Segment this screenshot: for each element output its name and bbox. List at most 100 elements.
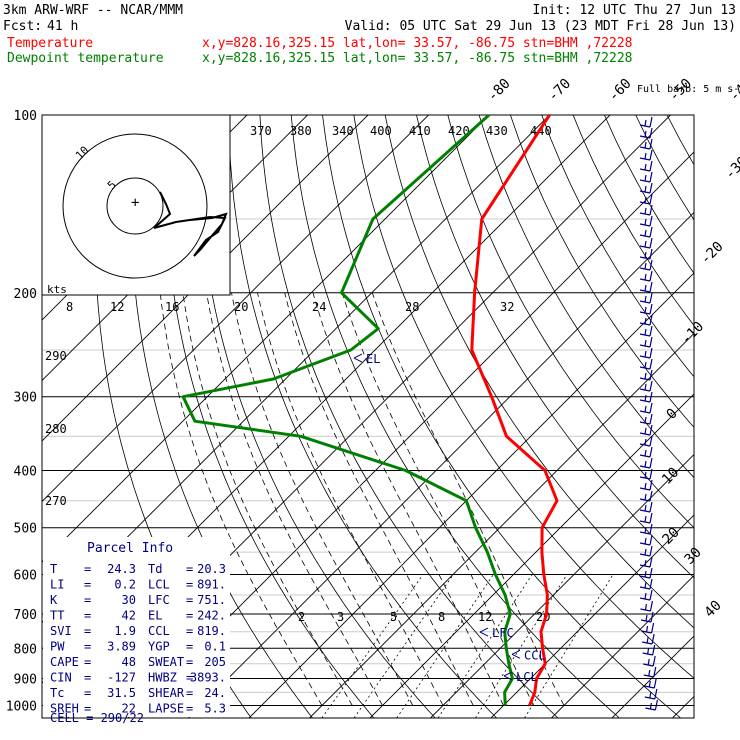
hodograph-scale: 8 12 16 20 24 28 32 — [66, 300, 514, 314]
wind-barb — [646, 636, 649, 644]
wind-barb — [644, 603, 648, 611]
hodograph-scale-label: 12 — [110, 300, 124, 314]
moist-adiabat — [312, 292, 504, 706]
wind-barb — [652, 655, 656, 667]
parcel-row-value: 891. — [197, 578, 226, 592]
wind-barb — [644, 383, 647, 391]
dry-adiabat — [572, 115, 694, 327]
wind-barb — [644, 207, 647, 215]
wind-barb — [649, 292, 653, 304]
wind-barb — [649, 281, 653, 293]
wind-barb — [644, 548, 647, 556]
theta-label: 380 — [290, 124, 312, 138]
parcel-row-equals: = — [186, 686, 193, 700]
pressure-tick-label: 100 — [14, 109, 37, 124]
temperature-trace — [470, 115, 559, 707]
wind-barb — [644, 152, 647, 160]
moist-adiabat — [159, 292, 323, 706]
wind-barb — [644, 273, 647, 281]
parcel-row-label: TT — [50, 609, 64, 623]
parcel-row-label: LAPSE — [148, 702, 184, 716]
wind-barb — [644, 581, 647, 589]
wind-barb — [649, 160, 653, 172]
mixing-ratio-label: 8 — [438, 610, 445, 624]
valid-time: Valid: 05 UTC Sat 29 Jun 13 (23 MDT Fri … — [345, 19, 736, 34]
wind-barb — [649, 402, 653, 414]
isotherm-line — [42, 115, 429, 503]
parcel-row-value: 24.3 — [107, 562, 136, 576]
wind-barb — [649, 303, 653, 315]
parcel-info-title: Parcel Info — [87, 541, 173, 556]
isotherm-line — [490, 514, 694, 718]
parcel-row-label: SWEAT — [148, 655, 184, 669]
dewpoint-location: x,y=828.16,325.15 lat,lon= 33.57, -86.75… — [202, 51, 632, 66]
parcel-row-equals: = — [186, 578, 193, 592]
wind-barb — [644, 295, 647, 303]
temperature-tick-label: 0 — [664, 406, 681, 423]
dry-adiabat — [730, 115, 740, 718]
parcel-row-equals: = — [84, 702, 91, 716]
parcel-row-label: PW — [50, 640, 65, 654]
wind-barb — [644, 504, 647, 512]
wind-barb — [649, 457, 653, 469]
theta-label: 290 — [45, 349, 67, 363]
theta-label: 370 — [250, 124, 272, 138]
mixing-ratio-label: 2 — [298, 610, 305, 624]
parcel-row-equals: = — [186, 702, 193, 716]
wind-barb — [644, 559, 647, 567]
parcel-row-equals: = — [84, 655, 91, 669]
mixing-ratio-label: 5 — [390, 610, 397, 624]
wind-barb — [649, 702, 652, 710]
dewpoint-legend: Dewpoint temperature — [7, 51, 164, 66]
dry-adiabat — [510, 115, 694, 428]
wind-barb — [648, 680, 651, 688]
moist-adiabat — [371, 292, 565, 706]
theta-label: 340 — [332, 124, 354, 138]
temperature-location: x,y=828.16,325.15 lat,lon= 33.57, -86.75… — [202, 36, 632, 51]
theta-label: 420 — [448, 124, 470, 138]
wind-barb — [653, 666, 657, 678]
parcel-row-equals: = — [186, 609, 193, 623]
wind-barb — [649, 413, 653, 425]
wind-barb — [644, 141, 647, 149]
dry-adiabat — [259, 115, 559, 718]
wind-barb — [644, 372, 647, 380]
wind-barb — [649, 127, 653, 139]
parcel-row-label: CIN — [50, 671, 72, 685]
hodograph-units: kts — [47, 283, 67, 296]
parcel-row-label: Tc — [50, 686, 64, 700]
fcst-label: Fcst: — [3, 19, 42, 34]
parcel-row-equals: = — [186, 640, 193, 654]
moist-adiabat — [257, 292, 444, 706]
wind-barb — [653, 677, 657, 689]
parcel-row-value: 48 — [122, 655, 136, 669]
wind-barb — [650, 611, 654, 623]
wind-barb — [648, 669, 651, 677]
moist-adiabat — [231, 292, 414, 706]
temperature-tick-label: 10 — [659, 465, 682, 488]
level-label-ccl: CCL — [524, 648, 546, 662]
sounding-traces — [181, 115, 559, 707]
dry-adiabat — [290, 115, 620, 718]
temperature-tick-label: -60 — [606, 76, 635, 105]
parcel-row-value: 3.89 — [107, 640, 136, 654]
isotherm-line — [369, 393, 694, 718]
pressure-tick-label: 1000 — [6, 699, 37, 714]
wind-barb — [652, 644, 656, 656]
level-label-el: EL — [366, 352, 380, 366]
parcel-row-equals: = — [84, 624, 91, 638]
mixing-ratio-label: 3 — [337, 610, 344, 624]
wind-barb — [649, 237, 653, 249]
hodograph: + 5 10 kts — [41, 114, 231, 296]
wind-barb — [647, 658, 650, 666]
wind-barb — [649, 391, 653, 403]
wind-barb — [644, 229, 647, 237]
level-label-lfc: LFC — [492, 626, 514, 640]
mixing-ratio-label: 12 — [478, 610, 492, 624]
parcel-row-equals: = — [84, 562, 91, 576]
parcel-row-label: HWBZ — [148, 671, 177, 685]
wind-barb — [649, 204, 653, 216]
pressure-tick-label: 900 — [14, 672, 37, 687]
parcel-row-value: 22 — [122, 702, 136, 716]
